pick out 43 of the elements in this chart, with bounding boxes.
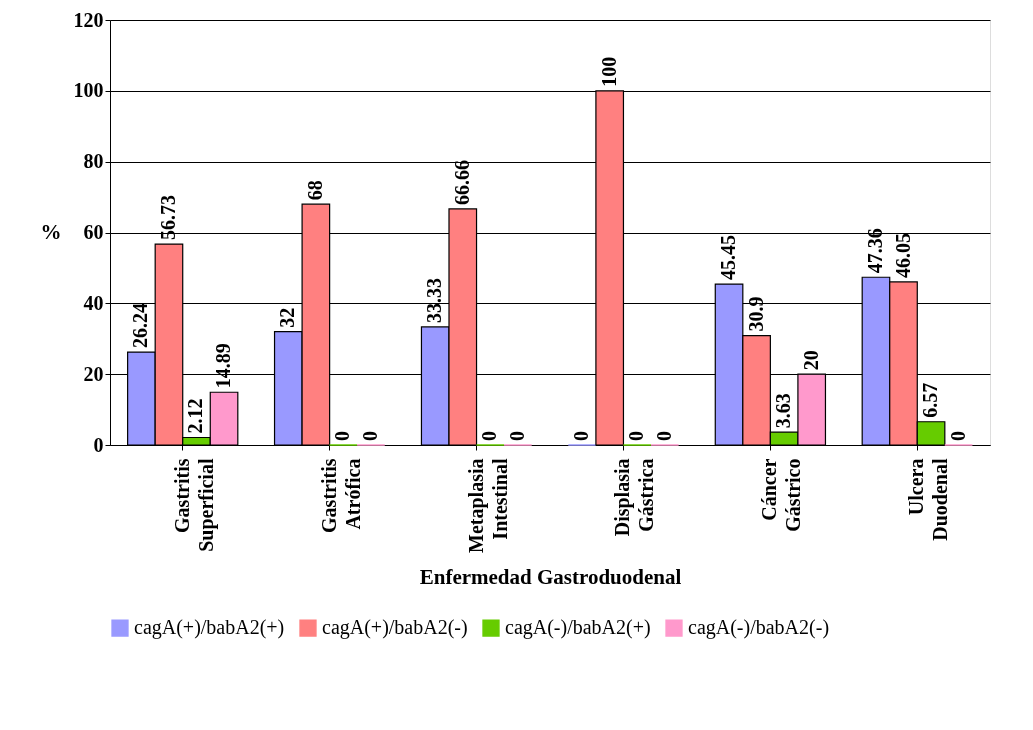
data-label: 0 [570, 431, 593, 441]
data-label: 0 [478, 431, 501, 441]
y-tick-label: 60 [83, 221, 104, 243]
data-label: 46.05 [891, 232, 914, 278]
legend-label: cagA(+)/babA2(+) [134, 616, 285, 640]
data-label: 33.33 [423, 277, 446, 323]
x-tick-label: Metaplasia Intestinal [464, 458, 511, 553]
y-tick-label: 120 [73, 8, 104, 31]
data-label: 0 [625, 431, 648, 441]
data-label: 0 [652, 431, 675, 441]
data-label: 32 [276, 307, 299, 328]
x-tick-label: Ulcera Duodenal [905, 458, 952, 541]
data-label: 0 [331, 431, 354, 441]
y-tick-label: 40 [83, 291, 104, 314]
data-label: 3.63 [772, 393, 795, 429]
data-label: 68 [303, 180, 326, 201]
y-tick-label: 100 [73, 79, 104, 102]
data-label: 0 [505, 431, 528, 441]
x-tick-label: Cáncer Gástrico [758, 458, 805, 532]
data-label: 0 [946, 431, 969, 441]
data-label: 6.57 [919, 382, 942, 418]
data-label: 45.45 [717, 235, 740, 281]
data-label: 0 [358, 431, 381, 441]
y-axis-title: % [40, 219, 62, 244]
data-label: 56.73 [156, 195, 179, 241]
legend-label: cagA(+)/babA2(-) [322, 616, 468, 640]
data-label: 26.24 [129, 303, 152, 349]
legend-label: cagA(-)/babA2(-) [688, 616, 830, 640]
data-label: 2.12 [184, 398, 207, 434]
y-tick-label: 80 [83, 150, 104, 173]
x-tick-label: Gastritis Superficial [170, 458, 218, 552]
data-label: 100 [597, 56, 620, 87]
x-tick-label: Displasia Gástrica [611, 458, 658, 537]
x-tick-label: Gastritis Atrófica [317, 458, 364, 533]
y-tick-label: 0 [93, 433, 104, 456]
data-label: 30.9 [744, 296, 767, 332]
data-label: 66.66 [450, 159, 473, 205]
y-tick-label: 20 [83, 362, 104, 385]
x-axis-title: Enfermedad Gastroduodenal [419, 564, 682, 589]
data-label: 47.36 [863, 228, 886, 274]
data-label: 20 [799, 350, 822, 371]
legend-label: cagA(-)/babA2(+) [505, 616, 651, 640]
data-label: 14.89 [212, 343, 235, 389]
